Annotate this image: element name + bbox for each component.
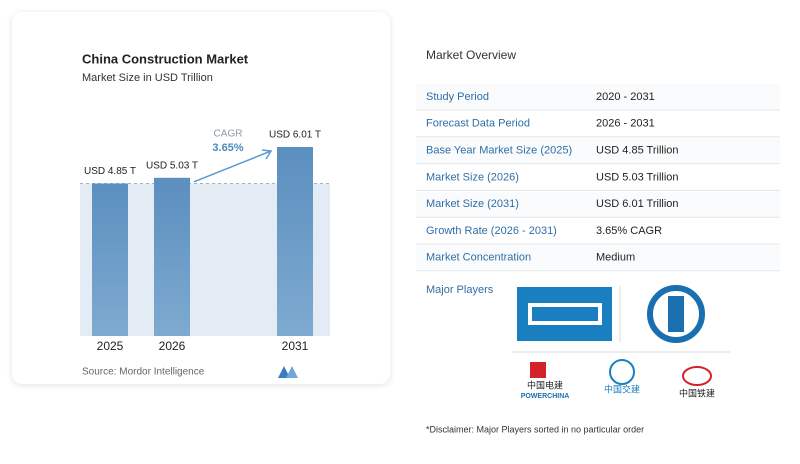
row-bg bbox=[416, 218, 780, 244]
x-tick-label: 2025 bbox=[97, 339, 124, 353]
logo-text: 中国交建 bbox=[604, 383, 640, 394]
logo-crcc bbox=[647, 285, 705, 343]
row-label: Market Concentration bbox=[426, 252, 531, 264]
overview-title: Market Overview bbox=[426, 48, 516, 62]
row-value: USD 6.01 Trillion bbox=[596, 198, 679, 210]
players-label: Major Players bbox=[426, 284, 494, 296]
data-label: USD 5.03 T bbox=[146, 160, 198, 171]
cagr-value: 3.65% bbox=[212, 142, 243, 154]
x-tick-label: 2026 bbox=[159, 339, 186, 353]
logo-text: 中国铁建 bbox=[679, 387, 715, 398]
data-label: USD 4.85 T bbox=[84, 166, 136, 177]
row-value: USD 5.03 Trillion bbox=[596, 171, 679, 183]
row-label: Study Period bbox=[426, 91, 489, 103]
chart-title: China Construction Market bbox=[82, 51, 249, 66]
bar bbox=[154, 177, 190, 336]
logo-text: POWERCHINA bbox=[521, 393, 570, 400]
row-bg bbox=[416, 84, 780, 110]
row-bg bbox=[416, 191, 780, 218]
cagr-label: CAGR bbox=[214, 129, 243, 140]
disclaimer: *Disclaimer: Major Players sorted in no … bbox=[426, 424, 644, 434]
row-bg bbox=[416, 164, 780, 191]
data-label: USD 6.01 T bbox=[269, 130, 321, 141]
row-value: 2020 - 2031 bbox=[596, 91, 655, 103]
row-label: Forecast Data Period bbox=[426, 118, 530, 130]
logo-text: 中国电建 bbox=[527, 379, 563, 390]
row-value: Medium bbox=[596, 252, 635, 264]
row-bg bbox=[416, 244, 780, 271]
logo-cscec bbox=[517, 287, 612, 341]
row-bg bbox=[416, 110, 780, 137]
row-label: Base Year Market Size (2025) bbox=[426, 145, 572, 157]
row-label: Market Size (2031) bbox=[426, 198, 519, 210]
cagr-arrow bbox=[193, 150, 272, 183]
source: Source: Mordor Intelligence bbox=[82, 367, 205, 378]
cagr-arrowhead bbox=[261, 149, 273, 160]
row-label: Growth Rate (2026 - 2031) bbox=[426, 225, 557, 237]
bar bbox=[92, 183, 128, 336]
row-value: 3.65% CAGR bbox=[596, 225, 662, 237]
row-label: Market Size (2026) bbox=[426, 171, 519, 183]
row-value: USD 4.85 Trillion bbox=[596, 145, 679, 157]
logo-cscec-mark bbox=[528, 303, 602, 325]
x-tick-label: 2031 bbox=[282, 339, 309, 353]
logos: 中国电建 POWERCHINA 中国交建 中国铁建 bbox=[512, 285, 730, 400]
bar bbox=[277, 147, 313, 336]
brand-icon bbox=[278, 366, 298, 378]
chart-subtitle: Market Size in USD Trillion bbox=[82, 72, 213, 84]
row-value: 2026 - 2031 bbox=[596, 118, 655, 130]
row-bg bbox=[416, 137, 780, 164]
